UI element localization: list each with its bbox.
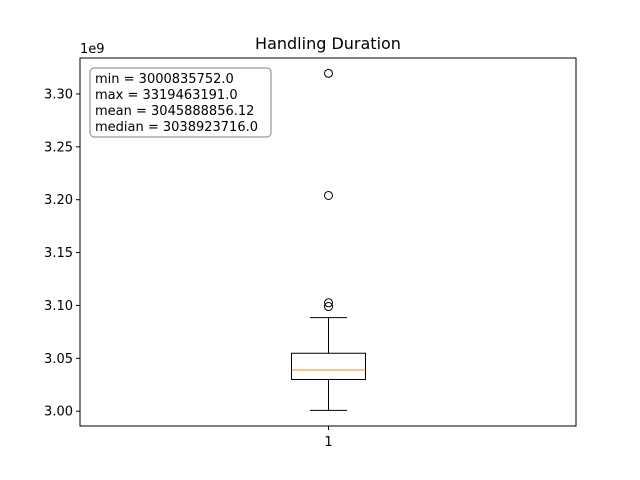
y-tick-label: 3.30 <box>44 87 73 102</box>
y-tick-label: 3.05 <box>44 352 73 367</box>
y-tick-label: 3.10 <box>44 299 73 314</box>
outlier-point <box>324 298 333 308</box>
stats-median: median = 3038923716.0 <box>95 120 258 135</box>
y-tick-label: 3.00 <box>44 405 73 420</box>
stats-min: min = 3000835752.0 <box>95 72 234 87</box>
outlier-point <box>324 68 333 78</box>
plot-marks: 3.00 3.05 3.10 3.15 3.20 3.25 3.30 1 <box>44 68 366 450</box>
box-iqr <box>291 352 366 380</box>
outlier-point <box>324 302 333 312</box>
stats-box <box>89 67 272 138</box>
outlier-point <box>324 190 333 200</box>
chart-title: Handling Duration <box>255 34 401 53</box>
y-tick-label: 3.25 <box>44 140 73 155</box>
stats-max: max = 3319463191.0 <box>95 88 238 103</box>
y-offset-label: 1e9 <box>80 42 105 57</box>
stats-annotation: min = 3000835752.0 max = 3319463191.0 me… <box>89 67 272 138</box>
stats-mean: mean = 3045888856.12 <box>95 104 254 119</box>
plot-area-frame <box>79 57 577 427</box>
y-tick-label: 3.20 <box>44 193 73 208</box>
y-tick-label: 3.15 <box>44 246 73 261</box>
x-tick-label: 1 <box>324 435 332 450</box>
